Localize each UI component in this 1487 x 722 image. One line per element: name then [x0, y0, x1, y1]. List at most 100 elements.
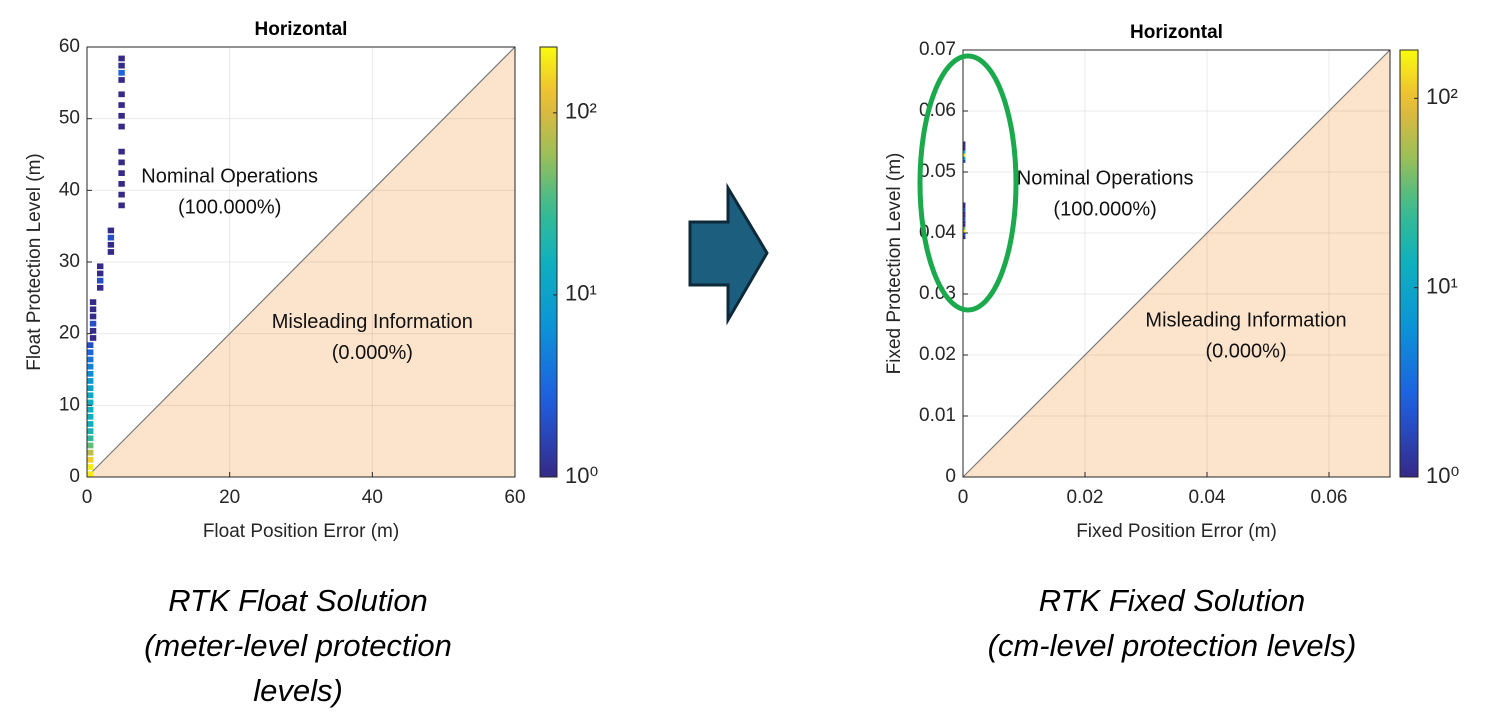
y-tick-label: 0.01: [919, 405, 956, 426]
histogram-cell: [963, 202, 966, 206]
x-tick-label: 0: [958, 487, 969, 508]
colorbar-tick-label: 10²: [565, 99, 597, 124]
histogram-cell: [118, 170, 125, 176]
histogram-cell: [87, 356, 94, 363]
region-label: Nominal Operations: [141, 166, 318, 188]
histogram-cell: [87, 421, 94, 427]
region-label: Misleading Information: [272, 311, 473, 333]
histogram-cell: [87, 464, 94, 470]
histogram-cell: [87, 428, 94, 434]
histogram-cell: [963, 156, 966, 160]
diagonal: [962, 49, 1391, 478]
y-tick-label: 0.04: [919, 222, 956, 243]
histogram-cell: [118, 91, 125, 98]
chart-title: Horizontal: [255, 19, 348, 40]
histogram-cell: [96, 284, 104, 291]
histogram-cell: [963, 214, 966, 218]
diagonal: [86, 46, 516, 478]
histogram-cell: [107, 241, 115, 248]
y-axis-label: Float Protection Level (m): [24, 153, 45, 371]
histogram-cell: [118, 123, 125, 130]
histogram-cell: [963, 211, 966, 215]
histogram-cell: [87, 392, 94, 399]
histogram-cell: [87, 435, 94, 442]
histogram-cell: [87, 342, 94, 348]
histogram-cell: [118, 102, 125, 108]
x-tick-label: 60: [504, 487, 525, 508]
histogram-cell: [107, 227, 115, 234]
y-tick-label: 20: [59, 323, 80, 344]
histogram-cell: [118, 55, 125, 62]
histogram-cell: [87, 471, 94, 477]
histogram-cell: [107, 249, 115, 255]
histogram-cell: [87, 413, 94, 420]
histogram-cell: [963, 208, 966, 212]
colorbar-tick-label: 10⁰: [1426, 463, 1459, 488]
histogram-cell: [118, 69, 125, 76]
histogram-cell: [118, 159, 125, 166]
x-axis-label: Fixed Position Error (m): [1076, 521, 1277, 542]
histogram-cell: [963, 223, 966, 227]
region-label: (0.000%): [1205, 341, 1286, 363]
y-tick-label: 0: [945, 466, 956, 487]
histogram-cell: [963, 150, 966, 154]
x-axis-label: Float Position Error (m): [203, 521, 399, 542]
histogram-cell: [96, 277, 104, 284]
histogram-cell: [89, 320, 97, 327]
histogram-cell: [87, 406, 94, 413]
histogram-cell: [96, 263, 104, 270]
histogram-cell: [89, 299, 97, 305]
x-tick-label: 0.06: [1311, 487, 1348, 508]
histogram-cell: [89, 327, 97, 334]
histogram-cell: [118, 77, 125, 83]
histogram-cell: [87, 442, 94, 449]
histogram-cell: [963, 233, 966, 237]
y-tick-label: 40: [59, 179, 80, 200]
histogram-cell: [118, 191, 125, 198]
caption: RTK Float Solution: [168, 583, 428, 618]
histogram-cell: [963, 226, 966, 230]
y-tick-label: 0.02: [919, 344, 956, 365]
histogram-cell: [89, 313, 97, 320]
region-label: Misleading Information: [1145, 310, 1346, 332]
histogram-cell: [96, 270, 104, 277]
region-label: (0.000%): [332, 342, 413, 364]
caption: RTK Fixed Solution: [1039, 583, 1306, 618]
x-tick-label: 40: [362, 487, 383, 508]
histogram-cell: [963, 229, 966, 233]
y-tick-label: 60: [59, 36, 80, 57]
histogram-cell: [963, 153, 966, 157]
histogram-cell: [963, 236, 966, 240]
histogram-cell: [118, 62, 125, 69]
y-tick-label: 30: [59, 251, 80, 272]
highlight-ellipse: [917, 53, 1019, 313]
caption: levels): [253, 673, 343, 708]
y-axis-label: Fixed Protection Level (m): [884, 153, 905, 375]
histogram-cell: [87, 385, 94, 391]
y-tick-label: 0: [69, 466, 80, 487]
x-tick-label: 0.02: [1067, 487, 1104, 508]
histogram-cell: [89, 335, 97, 341]
caption: (cm-level protection levels): [988, 628, 1357, 663]
colorbar-tick-label: 10¹: [1426, 273, 1458, 298]
axes-box: [962, 49, 1391, 478]
arrow: [688, 182, 769, 326]
histogram-cell: [87, 349, 94, 356]
colorbar-tick-label: 10¹: [565, 281, 597, 306]
histogram-cell: [963, 147, 966, 151]
histogram-cell: [963, 141, 966, 145]
caption: (meter-level protection: [144, 628, 452, 663]
histogram-cell: [963, 205, 966, 209]
x-tick-label: 0.04: [1189, 487, 1226, 508]
histogram-cell: [118, 202, 125, 209]
y-tick-label: 10: [59, 394, 80, 415]
histogram-cell: [87, 370, 94, 377]
region-label: (100.000%): [1053, 199, 1156, 221]
region-label: Nominal Operations: [1017, 168, 1194, 190]
colorbar: [539, 46, 558, 478]
histogram-cell: [118, 112, 125, 119]
histogram-cell: [963, 220, 966, 224]
x-tick-label: 20: [219, 487, 240, 508]
colorbar-tick-label: 10⁰: [565, 463, 598, 488]
